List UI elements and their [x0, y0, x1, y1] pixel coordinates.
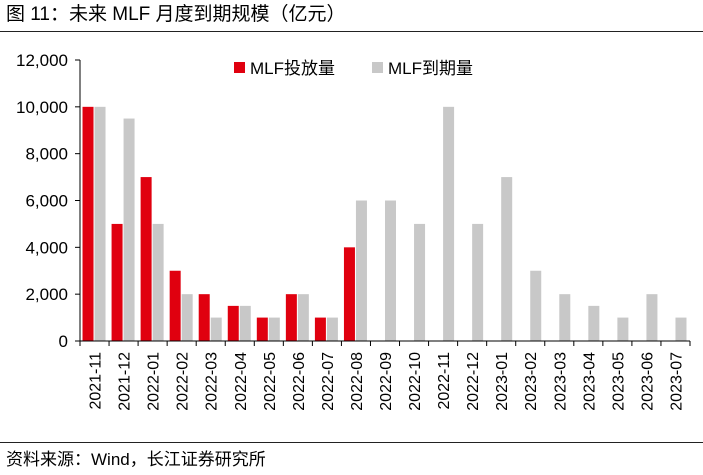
bar-mlf-injection-2022-05	[256, 317, 268, 341]
bar-mlf-injection-2022-02	[169, 270, 181, 341]
bar-mlf-maturity-2022-12	[472, 223, 484, 341]
footer-divider	[0, 442, 703, 443]
y-tick-label: 4,000	[25, 238, 68, 257]
x-tick-label: 2023-04	[581, 352, 598, 411]
title-divider	[0, 31, 703, 32]
bar-mlf-maturity-2022-06	[297, 294, 309, 341]
x-tick-label: 2022-02	[175, 352, 192, 411]
x-tick-label: 2022-10	[407, 352, 424, 411]
bar-mlf-maturity-2023-05	[617, 317, 629, 341]
bar-mlf-maturity-2022-04	[239, 305, 251, 342]
x-tick-label: 2022-04	[233, 352, 250, 411]
x-tick-label: 2023-02	[523, 352, 540, 411]
y-tick-label: 10,000	[16, 98, 68, 117]
bar-mlf-injection-2022-07	[314, 317, 326, 341]
bar-mlf-maturity-2022-10	[414, 223, 426, 341]
bar-mlf-maturity-2022-02	[181, 294, 193, 341]
bar-mlf-maturity-2021-11	[94, 106, 106, 341]
x-tick-label: 2022-07	[320, 352, 337, 411]
y-tick-label: 8,000	[25, 145, 68, 164]
y-tick-label: 6,000	[25, 192, 68, 211]
x-tick-label: 2021-12	[117, 352, 134, 411]
bar-mlf-maturity-2022-03	[210, 317, 222, 341]
legend-swatch-mlf-injection	[234, 62, 245, 73]
bar-mlf-maturity-2023-04	[588, 305, 600, 342]
x-tick-label: 2023-01	[494, 352, 511, 411]
bar-mlf-maturity-2023-03	[559, 294, 571, 341]
bar-chart: 0 2,000 4,000 6,000 8,000 10,000 12,000 2021-11…	[16, 51, 691, 411]
bar-mlf-maturity-2022-11	[443, 106, 455, 341]
x-tick-label: 2022-06	[291, 352, 308, 411]
x-tick-label: 2022-12	[465, 352, 482, 411]
bar-mlf-maturity-2023-06	[646, 294, 658, 341]
x-tick-label: 2023-07	[668, 352, 685, 411]
y-tick-label: 0	[59, 332, 68, 351]
x-tick-label: 2023-05	[610, 352, 627, 411]
bar-mlf-maturity-2022-05	[268, 317, 280, 341]
x-tick-label: 2022-01	[146, 352, 163, 411]
bar-mlf-maturity-2021-12	[123, 118, 135, 341]
x-tick-label: 2023-03	[552, 352, 569, 411]
x-tick-label: 2022-09	[378, 352, 395, 411]
figure-title: 图 11：未来 MLF 月度到期规模（亿元）	[6, 4, 346, 25]
bar-mlf-injection-2022-01	[140, 177, 152, 341]
y-tick-label: 12,000	[16, 51, 68, 70]
x-tick-label: 2022-03	[204, 352, 221, 411]
source-note: 资料来源：Wind，长江证券研究所	[6, 450, 266, 469]
bar-mlf-injection-2022-08	[343, 247, 355, 341]
bar-mlf-maturity-2022-09	[385, 200, 396, 341]
bar-mlf-injection-2021-12	[111, 223, 123, 341]
chart-bars	[82, 106, 687, 342]
x-tick-label: 2022-11	[436, 352, 453, 410]
legend-label-mlf-injection: MLF投放量	[250, 59, 335, 78]
bar-mlf-maturity-2022-08	[355, 200, 367, 341]
bar-mlf-maturity-2022-01	[152, 223, 164, 341]
bar-mlf-injection-2022-04	[227, 305, 239, 342]
bar-mlf-maturity-2023-07	[675, 317, 687, 341]
chart-axes: 0 2,000 4,000 6,000 8,000 10,000 12,000 2021-11…	[16, 51, 691, 411]
x-tick-label: 2022-05	[262, 352, 279, 411]
y-tick-label: 2,000	[25, 285, 68, 304]
legend-swatch-mlf-maturity	[372, 62, 383, 73]
x-tick-label: 2022-08	[349, 352, 366, 411]
bar-mlf-maturity-2023-01	[501, 177, 513, 341]
bar-mlf-injection-2022-03	[198, 294, 210, 341]
legend-label-mlf-maturity: MLF到期量	[388, 59, 473, 78]
bar-mlf-injection-2022-06	[285, 294, 297, 341]
x-tick-label: 2021-11	[88, 352, 105, 410]
bar-mlf-injection-2021-11	[82, 106, 94, 341]
x-tick-label: 2023-06	[639, 352, 656, 411]
chart-legend: MLF投放量 MLF到期量	[234, 59, 473, 78]
bar-mlf-maturity-2023-02	[530, 270, 542, 341]
bar-mlf-maturity-2022-07	[326, 317, 338, 341]
